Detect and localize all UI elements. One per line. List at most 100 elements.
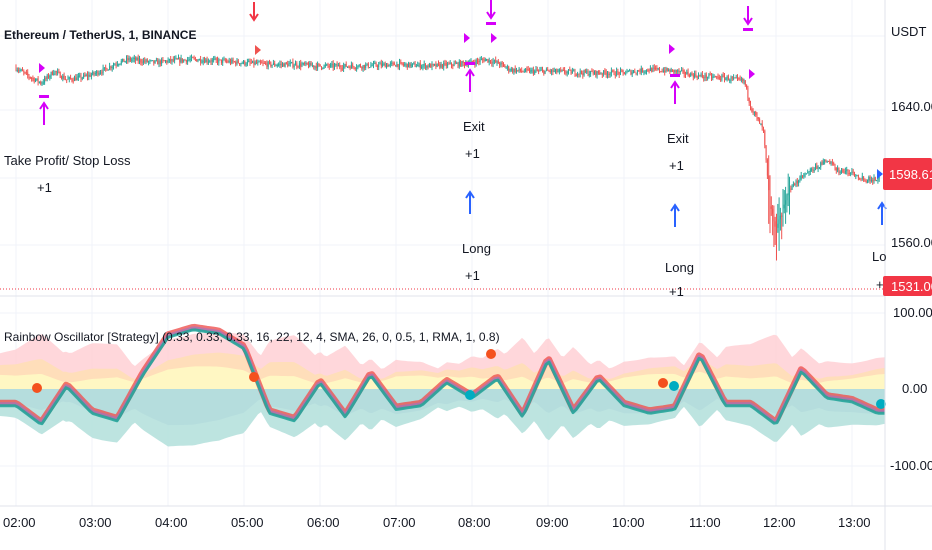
candle-body (872, 179, 874, 182)
candle-body (505, 67, 507, 69)
oscillator-title[interactable]: Rainbow Oscillator [Strategy] (0.33, 0.3… (4, 330, 500, 344)
candle-body (298, 63, 300, 67)
candle-body (568, 69, 569, 72)
candle-body (434, 64, 436, 66)
candle-body (376, 65, 378, 68)
candle-body (254, 62, 256, 65)
candle-body (29, 77, 31, 79)
candle-body (321, 66, 322, 69)
candle-body (552, 69, 554, 72)
candle-body (158, 60, 160, 65)
candle-body (64, 79, 66, 81)
candle-body (627, 70, 629, 72)
candle-body (530, 69, 532, 73)
candle-body (90, 74, 92, 77)
candle-body (625, 73, 627, 75)
candle-body (445, 63, 447, 66)
candle-body (497, 60, 499, 64)
candle-body (370, 65, 372, 68)
candle-body (617, 71, 619, 73)
flag-marker (255, 45, 261, 55)
candle-body (761, 123, 763, 128)
candle-body (31, 77, 33, 79)
candle-body (721, 75, 723, 80)
candle-body (748, 97, 750, 103)
price-tick-1640: 1640.00 (891, 99, 932, 114)
candle-body (792, 184, 794, 186)
candle-body (152, 60, 153, 62)
candle-body (219, 59, 221, 61)
candle-body (417, 65, 419, 67)
candle-body (824, 159, 826, 162)
candle-body (378, 64, 380, 68)
candle-body (353, 66, 355, 68)
candle-body (687, 71, 689, 76)
candle-body (724, 76, 725, 80)
candle-body (874, 177, 876, 181)
oscillator-line (0, 323, 885, 426)
candle-body (287, 63, 289, 67)
candle-body (799, 178, 801, 181)
candle-body (263, 62, 265, 64)
candle-body (213, 59, 215, 61)
candle-body (309, 62, 311, 67)
candle-body (179, 58, 181, 63)
candle-body (269, 61, 270, 63)
candle-body (573, 70, 575, 72)
candle-body (543, 70, 545, 74)
candle-body (815, 165, 816, 170)
candle-body (513, 68, 515, 72)
candle-body (743, 80, 745, 82)
candle-body (587, 71, 589, 76)
candle-body (647, 69, 649, 71)
time-axis: 02:00 03:00 04:00 05:00 06:00 07:00 08:0… (3, 515, 871, 530)
candle-body (448, 63, 450, 65)
candle-body (419, 63, 421, 68)
candle-body (789, 188, 790, 194)
candle-body (735, 77, 737, 79)
candle-body (484, 59, 486, 62)
candle-body (278, 64, 280, 66)
candle-body (22, 69, 23, 72)
candle-body (103, 67, 105, 69)
candle-body (785, 200, 787, 205)
candle-body (708, 74, 710, 78)
candle-body (101, 72, 103, 74)
candle-body (531, 69, 533, 71)
candle-body (714, 76, 716, 78)
candle-body (750, 102, 751, 109)
candle-body (540, 69, 542, 71)
signal-dot (876, 399, 886, 409)
exit-label-2: Exit (667, 131, 689, 146)
candle-body (262, 62, 264, 64)
candle-body (246, 61, 248, 65)
candle-body (388, 64, 390, 67)
symbol-title[interactable]: Ethereum / TetherUS, 1, BINANCE (4, 28, 196, 42)
candle-body (672, 69, 673, 71)
candle-body (709, 74, 711, 76)
candle-body (665, 68, 667, 73)
candle-body (495, 60, 497, 63)
exit-bar (39, 95, 49, 98)
candle-body (313, 65, 315, 68)
candle-body (613, 70, 615, 75)
candle-body (48, 75, 49, 78)
candle-body (431, 63, 433, 68)
candle-body (621, 70, 623, 72)
candle-body (730, 77, 732, 81)
candle-body (873, 177, 875, 182)
flag-marker (39, 63, 45, 73)
candle-body (241, 63, 243, 65)
signal-dot (32, 383, 42, 393)
candle-body (493, 60, 495, 62)
candle-body (16, 70, 18, 72)
flag-marker (464, 33, 470, 43)
candle-body (612, 70, 614, 72)
candle-body (746, 85, 748, 89)
candle-body (772, 208, 774, 214)
candle-body (42, 82, 44, 84)
candle-body (514, 68, 516, 72)
candle-body (458, 61, 460, 67)
candle-body (470, 60, 472, 62)
candle-body (503, 63, 504, 66)
